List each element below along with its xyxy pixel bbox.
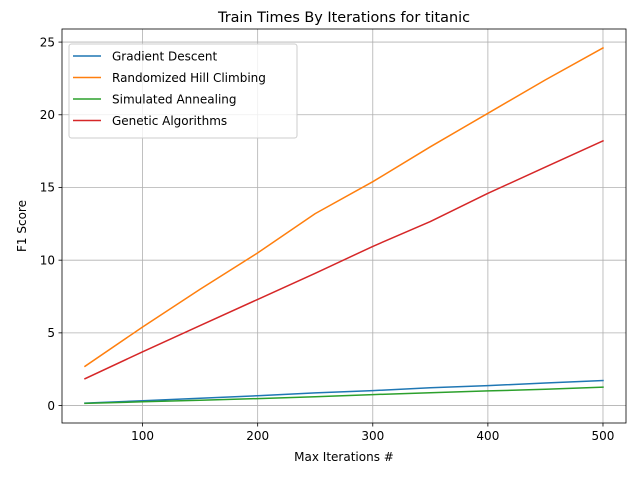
legend-label-gradient-descent: Gradient Descent — [112, 49, 218, 63]
y-tick-label: 10 — [40, 253, 55, 267]
legend-label-simulated-annealing: Simulated Annealing — [112, 92, 237, 106]
y-tick-label: 5 — [47, 326, 55, 340]
x-tick-label: 400 — [476, 429, 499, 443]
legend-label-randomized-hill-climbing: Randomized Hill Climbing — [112, 71, 266, 85]
x-tick-label: 100 — [131, 429, 154, 443]
legend-box — [68, 43, 298, 139]
chart-title: Train Times By Iterations for titanic — [217, 10, 470, 26]
y-tick-label: 0 — [47, 399, 55, 413]
series-line-randomized-hill-climbing — [83, 46, 605, 368]
x-axis-label: Max Iterations # — [294, 450, 394, 464]
series-line-genetic-algorithms — [84, 139, 604, 380]
series-lines — [83, 46, 605, 405]
axis-ticks: 100 200 300 400 500 0 5 10 15 20 25 — [40, 35, 615, 443]
legend-label-genetic-algorithms: Genetic Algorithms — [112, 114, 227, 128]
series-line-simulated-annealing — [84, 386, 604, 405]
plot-frame — [61, 28, 627, 424]
x-tick-label: 300 — [361, 429, 384, 443]
legend: Gradient Descent Randomized Hill Climbing… — [68, 43, 298, 139]
y-tick-label: 20 — [40, 108, 55, 122]
y-tick-label: 25 — [40, 35, 55, 49]
y-tick-label: 15 — [40, 181, 55, 195]
y-axis-label: F1 Score — [15, 200, 29, 252]
x-tick-label: 200 — [246, 429, 269, 443]
x-tick-label: 500 — [592, 429, 615, 443]
series-line-gradient-descent — [84, 379, 604, 404]
